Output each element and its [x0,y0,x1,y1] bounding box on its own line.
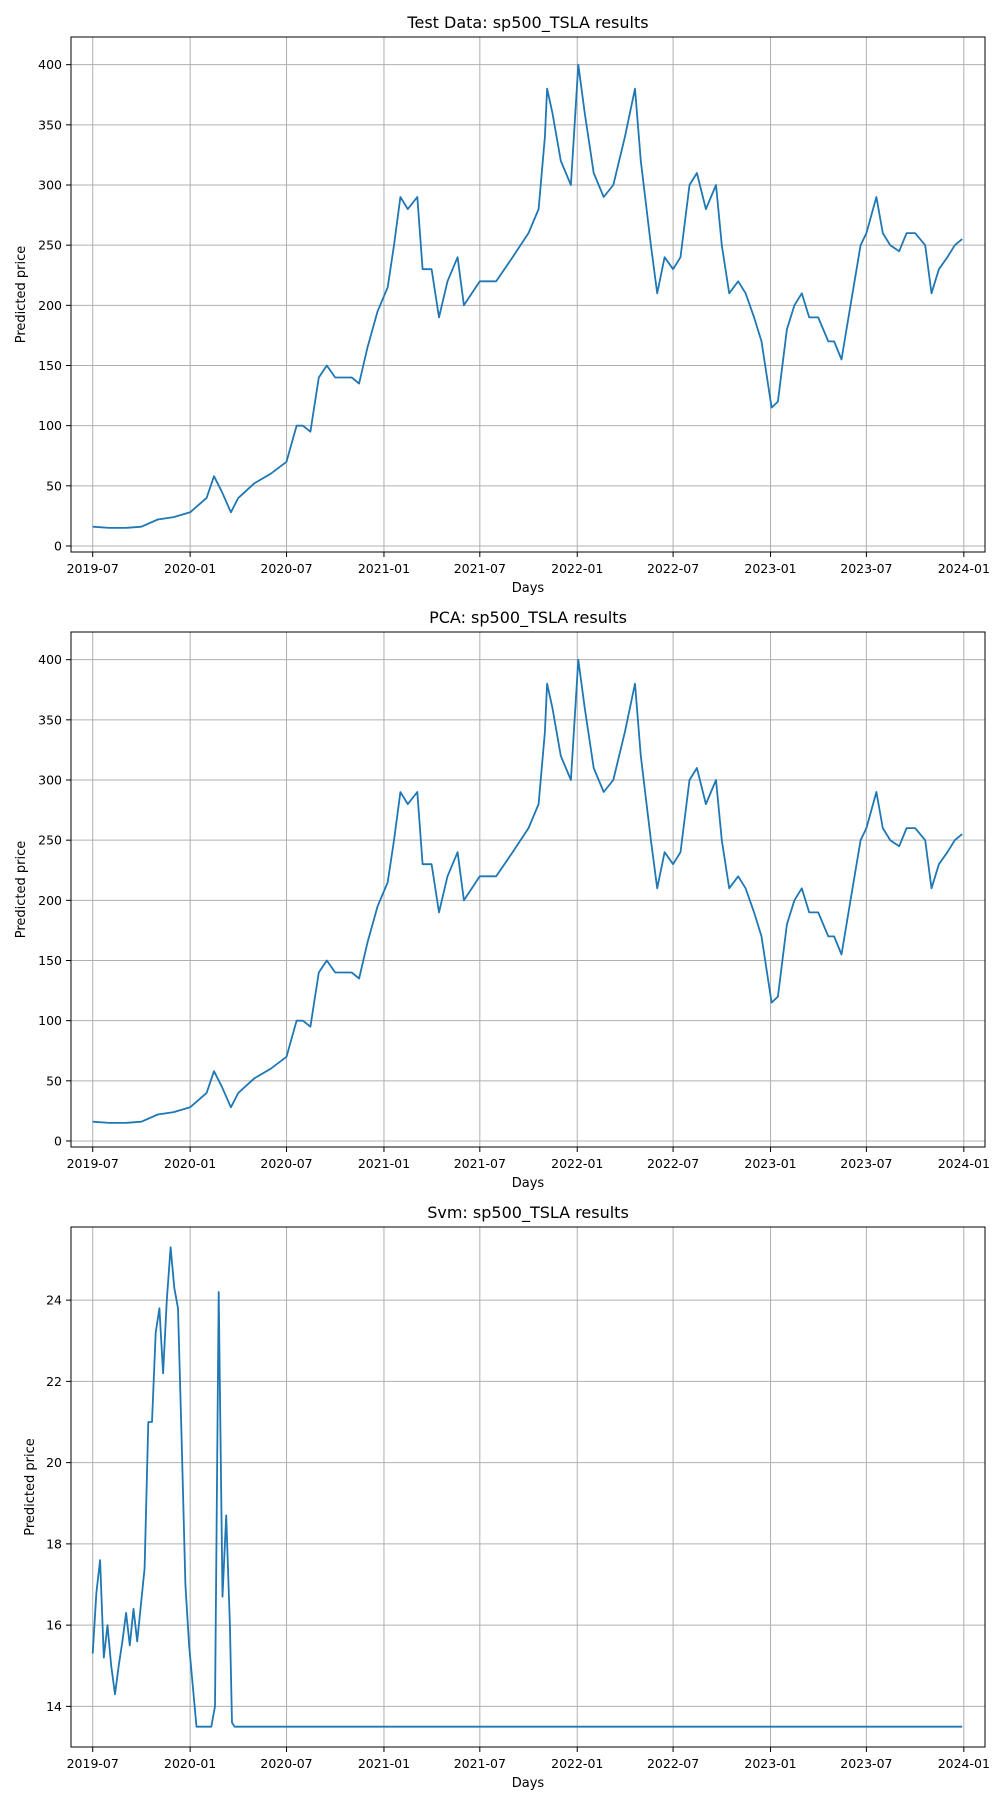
x-tick-label: 2021-01 [358,561,410,576]
x-tick-label: 2021-01 [358,1756,410,1771]
plot-frame [70,36,986,553]
y-tick-label: 400 [38,652,62,667]
y-axis-label: Predicted price [14,246,29,344]
x-tick-label: 2020-07 [260,1756,312,1771]
y-tick-label: 150 [38,953,62,968]
y-tick-label: 350 [38,712,62,727]
x-tick-label: 2022-07 [647,1156,699,1171]
y-tick-label: 0 [54,1133,62,1148]
x-tick-label: 2022-07 [647,561,699,576]
series-line [92,658,963,1124]
y-tick-label: 20 [46,1455,62,1470]
x-tick-label: 2020-07 [260,561,312,576]
x-tick-label: 2022-07 [647,1756,699,1771]
chart-test-data: 2019-07 2020-01 2020-07 2021-01 2021-07 2022-… [14,13,990,596]
x-axis-label: Days [512,1176,545,1191]
chart-title: Test Data: sp500_TSLA results [406,13,648,33]
x-tick-label: 2023-01 [744,561,796,576]
x-tick-label: 2019-07 [67,1156,119,1171]
y-tick-label: 150 [38,358,62,373]
y-tick-label: 16 [46,1618,62,1633]
y-tick-label: 200 [38,298,62,313]
x-tick-label: 2021-01 [358,1156,410,1171]
x-tick-label: 2019-07 [67,1756,119,1771]
y-tick-label: 300 [38,773,62,788]
x-tick-label: 2022-01 [551,1156,603,1171]
y-tick-label: 0 [54,538,62,553]
x-tick-label: 2023-07 [840,1756,892,1771]
x-tick-label: 2020-07 [260,1156,312,1171]
y-tick-label: 400 [38,57,62,72]
x-tick-label: 2024-01 [938,1756,990,1771]
y-tick-label: 100 [38,1013,62,1028]
x-tick-label: 2024-01 [938,1156,990,1171]
x-tick-label: 2020-01 [164,1156,216,1171]
x-axis-label: Days [512,581,545,596]
y-tick-label: 300 [38,178,62,193]
x-tick-label: 2020-01 [164,561,216,576]
x-tick-label: 2021-07 [454,1156,506,1171]
x-tick-label: 2023-07 [840,1156,892,1171]
chart-title: Svm: sp500_TSLA results [427,1203,629,1223]
x-tick-label: 2024-01 [938,561,990,576]
y-tick-label: 100 [38,418,62,433]
y-tick-label: 18 [46,1536,62,1551]
y-tick-label: 350 [38,117,62,132]
x-tick-label: 2020-01 [164,1756,216,1771]
x-tick-label: 2019-07 [67,561,119,576]
chart-title: PCA: sp500_TSLA results [429,608,627,628]
y-tick-label: 14 [46,1699,62,1714]
x-tick-label: 2023-07 [840,561,892,576]
chart-pca: 2019-07 2020-01 2020-07 2021-01 2021-07 2022-… [14,608,990,1191]
y-tick-label: 250 [38,238,62,253]
y-axis-label: Predicted price [23,1438,38,1536]
y-tick-label: 50 [46,1073,62,1088]
x-tick-label: 2023-01 [744,1756,796,1771]
x-tick-label: 2022-01 [551,1756,603,1771]
series-line [91,1246,963,1728]
x-tick-label: 2021-07 [454,1756,506,1771]
x-tick-label: 2023-01 [744,1156,796,1171]
y-tick-label: 22 [46,1374,62,1389]
chart-svm: 2019-07 2020-01 2020-07 2021-01 2021-07 2022-… [23,1203,990,1791]
x-tick-label: 2022-01 [551,561,603,576]
y-tick-label: 200 [38,893,62,908]
y-tick-label: 24 [46,1293,62,1308]
plot-frame [70,631,986,1148]
y-tick-label: 50 [46,478,62,493]
x-axis-label: Days [512,1776,545,1791]
y-axis-label: Predicted price [14,841,29,939]
y-tick-label: 250 [38,833,62,848]
x-tick-label: 2021-07 [454,561,506,576]
series-line [92,63,963,529]
plot-frame [70,1226,986,1748]
